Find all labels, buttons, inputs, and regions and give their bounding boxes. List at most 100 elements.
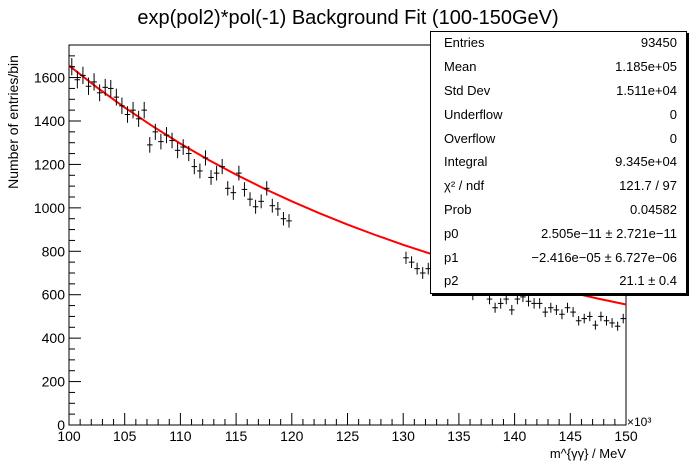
data-point <box>542 307 549 318</box>
data-point <box>236 165 242 181</box>
x-axis-title: m^{γγ} / MeV <box>550 446 627 461</box>
stats-label: χ² / ndf <box>444 178 485 193</box>
stats-value: 1.511e+04 <box>616 83 677 98</box>
data-point <box>403 251 409 264</box>
y-tick-label: 1600 <box>34 70 65 86</box>
data-point <box>486 293 493 305</box>
data-point <box>219 159 225 175</box>
data-point <box>536 298 543 309</box>
data-point <box>252 199 259 214</box>
data-point <box>74 71 81 89</box>
y-tick-label: 1000 <box>34 200 65 216</box>
y-tick-label: 800 <box>42 243 66 259</box>
data-point <box>158 133 164 150</box>
stats-row-p2: p2 21.1 ± 0.4 <box>431 270 686 292</box>
stats-row-mean: Mean 1.185e+05 <box>431 56 686 78</box>
data-point <box>230 185 237 200</box>
data-point <box>107 79 114 97</box>
data-point <box>135 110 142 127</box>
stats-row-integral: Integral 9.345e+04 <box>431 151 686 173</box>
stats-row-std-dev: Std Dev 1.511e+04 <box>431 80 686 102</box>
data-point <box>197 163 203 179</box>
data-point <box>286 214 292 228</box>
stats-label: p1 <box>444 250 459 265</box>
data-point <box>559 309 565 320</box>
data-point <box>525 296 532 307</box>
y-tick-label: 0 <box>57 417 65 433</box>
data-point <box>419 267 426 279</box>
stats-label: Mean <box>444 59 477 74</box>
data-point <box>620 313 626 324</box>
data-point <box>603 315 610 326</box>
x-tick-label: 105 <box>113 428 137 444</box>
stats-label: p2 <box>444 273 459 288</box>
data-point <box>247 192 253 207</box>
y-axis-title: Number of entries/bin <box>5 55 21 189</box>
data-point <box>280 211 287 226</box>
stats-value: 2.505e−11 ± 2.721e−11 <box>540 226 677 241</box>
stats-value: 93450 <box>640 35 677 50</box>
stats-label: Integral <box>444 154 488 169</box>
data-point <box>581 313 588 324</box>
axes: 100 105 110 115 120 125 130 135 140 145 150 0 200 400… <box>34 55 638 444</box>
data-point <box>85 77 92 95</box>
x-tick-label: 150 <box>614 428 638 444</box>
data-point <box>163 127 170 144</box>
data-point <box>119 97 125 115</box>
chart-title: exp(pol2)*pol(-1) Background Fit (100-15… <box>137 7 558 29</box>
x-tick-label: 110 <box>169 428 192 444</box>
stats-value: 121.7 / 97 <box>619 178 677 193</box>
stats-row-underflow: Underflow 0 <box>431 104 686 126</box>
data-point <box>564 302 571 313</box>
stats-value: 21.1 ± 0.4 <box>619 273 677 288</box>
stats-row-overflow: Overflow 0 <box>431 128 686 150</box>
stats-row-prob: Prob 0.04582 <box>431 199 686 221</box>
data-point <box>152 123 159 140</box>
data-point <box>224 181 231 196</box>
data-point <box>575 315 582 326</box>
stats-row-chi2-ndf: χ² / ndf 121.7 / 97 <box>431 175 686 197</box>
y-tick-label: 600 <box>42 287 66 303</box>
data-point <box>241 182 248 197</box>
data-point <box>141 101 147 119</box>
data-point <box>113 88 120 106</box>
data-point <box>553 304 560 315</box>
data-point <box>275 201 281 216</box>
stats-label: Prob <box>444 202 472 217</box>
data-point <box>80 66 86 85</box>
data-point <box>609 318 615 328</box>
stats-label: Entries <box>444 35 485 50</box>
stats-row-p0: p0 2.505e−11 ± 2.721e−11 <box>431 223 686 245</box>
y-tick-label: 200 <box>42 374 66 390</box>
x-tick-label: 130 <box>392 428 416 444</box>
y-tick-label: 400 <box>42 330 66 346</box>
data-point <box>492 302 498 313</box>
data-point <box>509 304 515 315</box>
data-point <box>269 198 276 213</box>
stats-row-p1: p1 −2.416e−05 ± 6.727e−06 <box>431 247 686 269</box>
data-point <box>91 73 97 91</box>
data-point <box>146 137 153 153</box>
data-point <box>514 293 521 305</box>
data-point <box>130 101 136 119</box>
data-point <box>96 84 103 102</box>
x-tick-label: 115 <box>225 428 248 444</box>
data-point <box>174 142 181 159</box>
data-point <box>531 298 537 309</box>
data-point <box>503 293 510 305</box>
data-point <box>497 298 504 309</box>
stats-value: 9.345e+04 <box>615 154 677 169</box>
data-point <box>208 170 214 185</box>
data-point <box>69 58 75 76</box>
data-point <box>102 78 108 96</box>
data-point <box>408 256 415 269</box>
stats-value: 0 <box>669 131 677 146</box>
x-tick-label: 125 <box>336 428 360 444</box>
stats-label: Std Dev <box>444 83 491 98</box>
stats-value: 0 <box>669 107 677 122</box>
stats-label: Underflow <box>444 107 503 122</box>
data-point <box>191 159 198 175</box>
x-tick-label: 135 <box>447 428 471 444</box>
stats-value: −2.416e−05 ± 6.727e−06 <box>531 250 677 265</box>
data-point <box>202 150 209 166</box>
